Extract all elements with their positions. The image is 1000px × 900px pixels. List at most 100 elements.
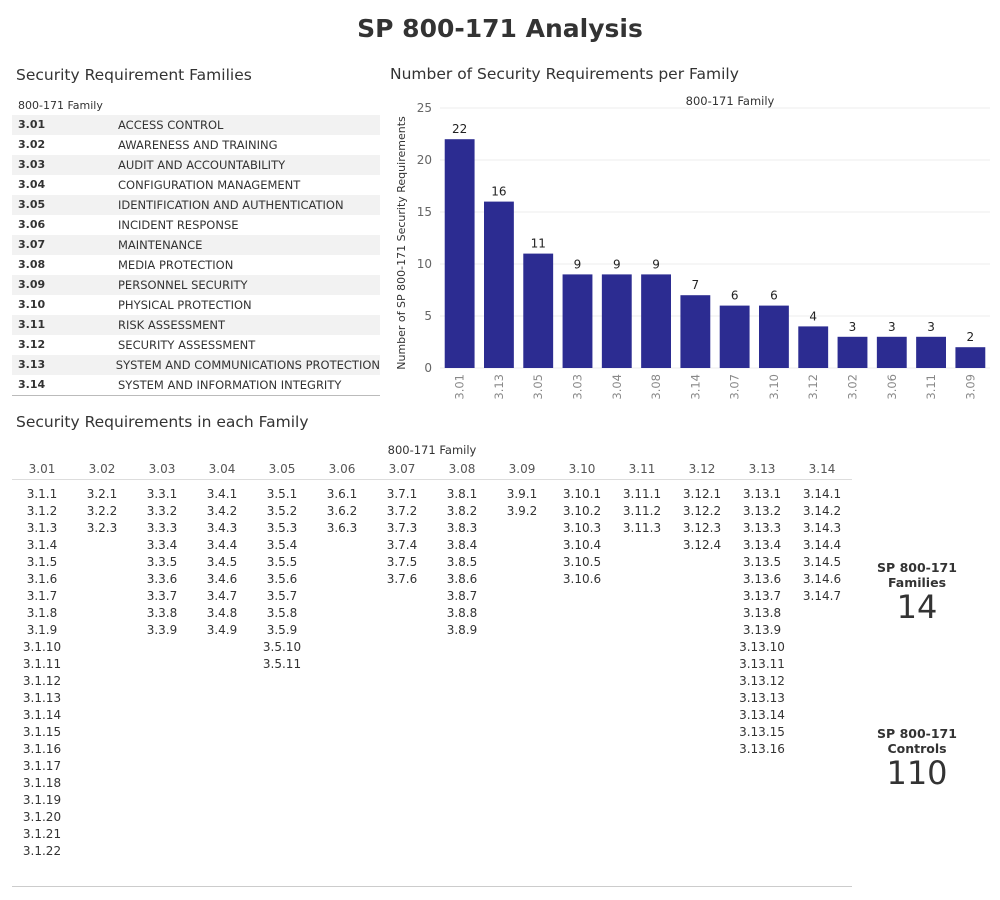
requirement-item: 3.13.12 (739, 674, 785, 688)
requirement-item: 3.10.6 (562, 572, 602, 586)
family-code: 3.06 (18, 218, 46, 231)
requirement-item: 3.12.3 (682, 521, 722, 535)
requirement-item: 3.3.5 (146, 555, 178, 569)
family-name: MAINTENANCE (118, 238, 203, 252)
requirement-item: 3.13.14 (739, 708, 785, 722)
requirements-column-items: 3.5.1 3.5.2 3.5.3 3.5.4 3.5.5 3.5.6 3.5.7 3.5.8… (252, 480, 312, 673)
requirements-column-items: 3.7.1 3.7.2 3.7.3 3.7.4 3.7.5 3.7.6 (372, 480, 432, 588)
requirements-column: 3.04 3.4.1 3.4.2 3.4.3 3.4.4 3.4.5 3.4.6 3.4.7 3… (192, 460, 252, 639)
requirements-column: 3.05 3.5.1 3.5.2 3.5.3 3.5.4 3.5.5 3.5.6 3.5.7 3… (252, 460, 312, 673)
requirement-item: 3.5.7 (266, 589, 298, 603)
requirement-item: 3.13.3 (742, 521, 782, 535)
requirement-item: 3.14.6 (802, 572, 842, 586)
y-tick-label: 0 (424, 361, 432, 375)
requirement-item: 3.7.6 (386, 572, 418, 586)
requirement-item: 3.6.1 (326, 487, 358, 501)
family-row: 3.09 PERSONNEL SECURITY (12, 275, 380, 295)
requirements-column-header: 800-171 Family (387, 443, 477, 457)
requirements-column-items: 3.1.1 3.1.2 3.1.3 3.1.4 3.1.5 3.1.6 3.1.7 3.1.8… (12, 480, 72, 860)
requirement-item: 3.1.7 (26, 589, 58, 603)
requirement-item: 3.7.2 (386, 504, 418, 518)
requirements-column-items: 3.8.1 3.8.2 3.8.3 3.8.4 3.8.5 3.8.6 3.8.7 3.8.8… (432, 480, 492, 639)
requirement-item: 3.13.15 (739, 725, 785, 739)
family-code: 3.14 (18, 378, 46, 391)
requirement-item: 3.3.8 (146, 606, 178, 620)
bar-data-label: 6 (731, 289, 739, 303)
requirement-item: 3.3.6 (146, 572, 178, 586)
family-row: 3.11 RISK ASSESSMENT (12, 315, 380, 335)
requirement-item: 3.8.4 (446, 538, 478, 552)
bar (916, 336, 946, 368)
requirement-item: 3.6.3 (326, 521, 358, 535)
requirement-item: 3.10.5 (562, 555, 602, 569)
bar (798, 326, 829, 368)
x-tick-label: 3.10 (767, 374, 781, 400)
requirement-item: 3.8.6 (446, 572, 478, 586)
bar-data-label: 9 (652, 257, 660, 271)
bar-data-label: 6 (770, 289, 778, 303)
family-name: RISK ASSESSMENT (118, 318, 226, 332)
family-row: 3.05 IDENTIFICATION AND AUTHENTICATION (12, 195, 380, 215)
requirement-item: 3.8.9 (446, 623, 478, 637)
bar (955, 347, 986, 368)
requirement-item: 3.1.19 (22, 793, 62, 807)
x-tick-label: 3.09 (963, 374, 977, 400)
requirement-item: 3.12.4 (682, 538, 722, 552)
bar (876, 336, 907, 368)
bar-data-label: 4 (809, 309, 817, 323)
requirements-column: 3.08 3.8.1 3.8.2 3.8.3 3.8.4 3.8.5 3.8.6 3.8.7 3… (432, 460, 492, 639)
bar (641, 274, 671, 368)
requirements-column-family: 3.13 (732, 460, 792, 480)
kpi-families-label: SP 800-171 Families (877, 560, 957, 590)
requirements-panel-title: Security Requirements in each Family (16, 413, 309, 431)
requirements-column: 3.07 3.7.1 3.7.2 3.7.3 3.7.4 3.7.5 3.7.6 (372, 460, 432, 588)
requirement-item: 3.1.5 (26, 555, 58, 569)
requirements-column-items: 3.9.1 3.9.2 (492, 480, 552, 520)
x-tick-label: 3.01 (453, 374, 467, 400)
requirement-item: 3.4.5 (206, 555, 238, 569)
requirement-item: 3.5.4 (266, 538, 298, 552)
requirements-column-family: 3.09 (492, 460, 552, 480)
requirement-item: 3.1.21 (22, 827, 62, 841)
requirement-item: 3.3.2 (146, 504, 178, 518)
y-tick-label: 15 (417, 205, 432, 219)
requirements-bottom-rule (12, 886, 852, 887)
y-tick-label: 5 (424, 309, 432, 323)
requirement-item: 3.13.2 (742, 504, 782, 518)
requirements-column-family: 3.14 (792, 460, 852, 480)
requirement-item: 3.5.10 (262, 640, 302, 654)
requirement-item: 3.4.3 (206, 521, 238, 535)
bar (601, 274, 632, 368)
requirement-item: 3.9.1 (506, 487, 538, 501)
requirements-column-items: 3.3.1 3.3.2 3.3.3 3.3.4 3.3.5 3.3.6 3.3.7 3.3.8… (132, 480, 192, 639)
family-code: 3.05 (18, 198, 46, 211)
requirements-column-family: 3.07 (372, 460, 432, 480)
x-tick-label: 3.08 (649, 374, 663, 400)
requirement-item: 3.10.1 (562, 487, 602, 501)
requirement-item: 3.13.13 (739, 691, 785, 705)
requirement-item: 3.1.15 (22, 725, 62, 739)
family-name: MEDIA PROTECTION (118, 258, 234, 272)
x-tick-label: 3.14 (688, 374, 702, 400)
y-tick-label: 25 (417, 101, 432, 115)
family-code: 3.07 (18, 238, 46, 251)
requirement-item: 3.1.6 (26, 572, 58, 586)
bar-data-label: 7 (692, 278, 700, 292)
requirement-item: 3.14.2 (802, 504, 842, 518)
y-tick-label: 10 (417, 257, 432, 271)
requirement-item: 3.1.14 (22, 708, 62, 722)
requirement-item: 3.13.10 (739, 640, 785, 654)
requirements-column: 3.10 3.10.1 3.10.2 3.10.3 3.10.4 3.10.5 3.10.6 (552, 460, 612, 588)
requirements-column: 3.02 3.2.1 3.2.2 3.2.3 (72, 460, 132, 537)
families-table: 800-171 Family 3.01 ACCESS CONTROL 3.02 AWA… (12, 97, 380, 396)
requirement-item: 3.13.6 (742, 572, 782, 586)
requirement-item: 3.2.2 (86, 504, 118, 518)
requirement-item: 3.9.2 (506, 504, 538, 518)
page-title: SP 800-171 Analysis (357, 14, 643, 43)
x-tick-label: 3.03 (571, 374, 585, 400)
requirements-column-items: 3.13.1 3.13.2 3.13.3 3.13.4 3.13.5 3.13.6 3.13… (732, 480, 792, 758)
requirement-item: 3.14.7 (802, 589, 842, 603)
bar-data-label: 3 (888, 320, 896, 334)
requirement-item: 3.5.9 (266, 623, 298, 637)
requirement-item: 3.1.18 (22, 776, 62, 790)
